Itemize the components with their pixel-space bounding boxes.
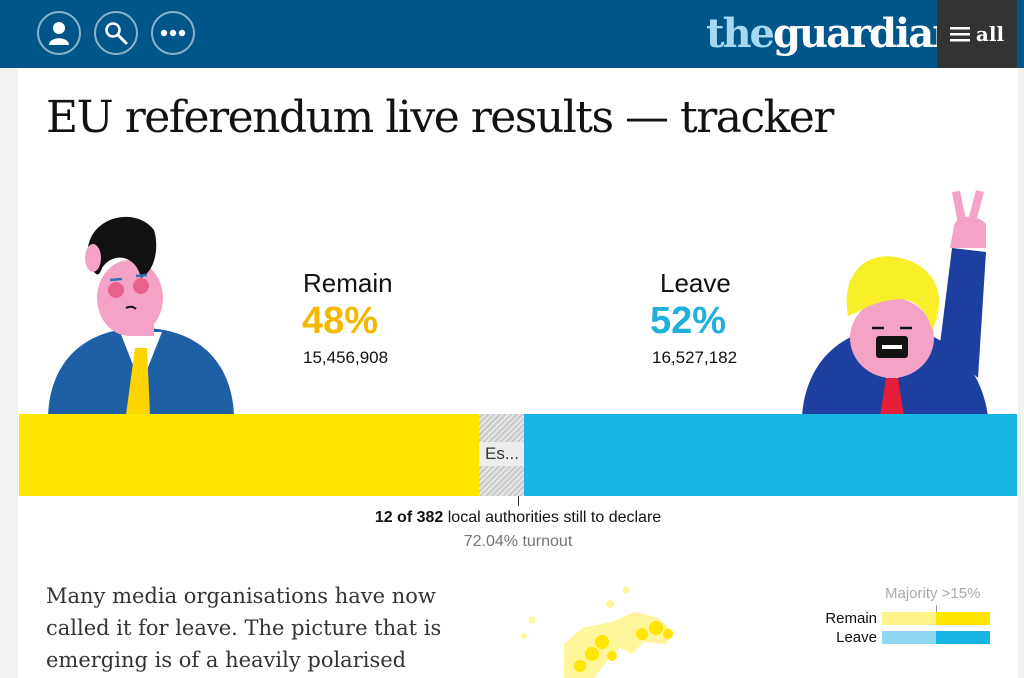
remain-percent: 48% bbox=[302, 300, 379, 342]
leave-votes: 16,527,182 bbox=[652, 348, 738, 367]
legend-leave-strong-swatch bbox=[936, 631, 990, 644]
more-button[interactable] bbox=[151, 11, 195, 55]
guardian-logo[interactable]: theguardian bbox=[706, 6, 961, 62]
remain-votes: 15,456,908 bbox=[303, 348, 389, 367]
menu-label: all bbox=[975, 22, 1005, 46]
undeclared-label: Es... bbox=[479, 442, 525, 466]
legend-remain-light-swatch bbox=[882, 612, 936, 625]
majority-marker bbox=[518, 496, 519, 506]
legend-leave-label: Leave bbox=[836, 629, 877, 646]
legend-remain-strong-swatch bbox=[936, 612, 990, 625]
leave-percent: 52% bbox=[650, 300, 727, 342]
search-icon bbox=[105, 22, 128, 45]
declared-text: local authorities still to declare bbox=[443, 509, 662, 526]
remain-politician-illustration bbox=[48, 216, 234, 416]
remain-bar bbox=[19, 414, 479, 496]
page-gutter-left bbox=[0, 68, 18, 678]
turnout: 72.04% turnout bbox=[463, 533, 573, 550]
profile-icon bbox=[49, 22, 69, 45]
all-sections-menu-button[interactable]: all bbox=[937, 0, 1017, 68]
legend-majority-tick bbox=[936, 605, 937, 613]
hamburger-icon bbox=[949, 27, 970, 42]
profile-button[interactable] bbox=[37, 11, 81, 55]
declaration-status: 12 of 382 local authorities still to dec… bbox=[0, 509, 1024, 527]
hex-map bbox=[521, 586, 674, 678]
page-title: EU referendum live results — tracker bbox=[46, 92, 834, 143]
logo-guardian: guardian bbox=[773, 10, 961, 57]
more-icon bbox=[160, 29, 186, 37]
search-button[interactable] bbox=[94, 11, 138, 55]
legend-leave-light-swatch bbox=[882, 631, 936, 644]
page-gutter-right bbox=[1018, 68, 1024, 678]
legend-majority-label: Majority >15% bbox=[885, 585, 981, 602]
leave-label: Leave bbox=[660, 268, 731, 298]
leave-politician-illustration bbox=[802, 190, 988, 416]
top-navigation-bar: theguardian all bbox=[0, 0, 1024, 68]
article-body: Many media organisations have now called… bbox=[46, 584, 442, 672]
declared-count: 12 of 382 bbox=[374, 509, 444, 526]
logo-the: the bbox=[706, 10, 775, 57]
leave-bar bbox=[524, 414, 1017, 496]
legend-remain-label: Remain bbox=[825, 610, 877, 627]
remain-label: Remain bbox=[303, 268, 393, 298]
